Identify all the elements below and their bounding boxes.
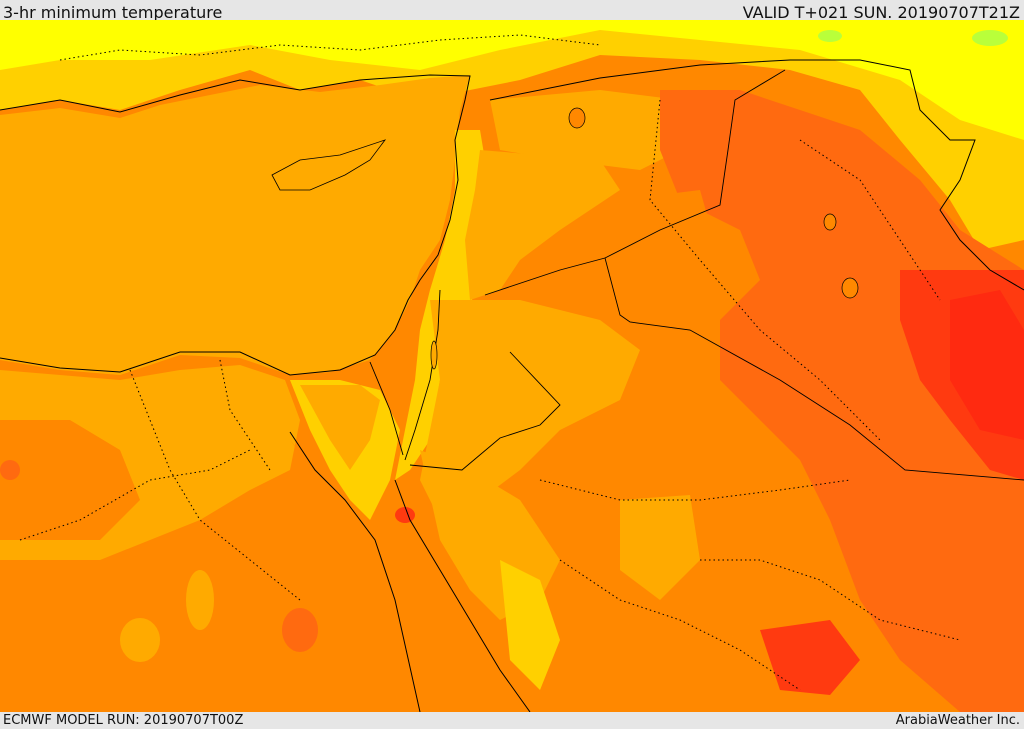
mid-spot [186,570,214,630]
gulf-hottest [950,290,1024,440]
hot-spot [0,460,20,480]
model-run-label: ECMWF MODEL RUN: 20190707T00Z [3,713,244,728]
iraq-hot-region [660,90,1024,712]
coastlines [0,59,1024,712]
hejaz-cool [500,560,560,690]
valid-time: VALID T+021 SUN. 20190707T21Z [742,3,1020,22]
mediterranean-sea [0,75,470,375]
jordan-region [420,300,640,520]
province-borders [19,34,961,691]
syria-north-region [490,90,700,170]
lake [568,107,586,129]
sinai-mid [300,385,380,470]
temperature-map [0,20,1024,712]
mid-spot [120,618,160,662]
saudi-hottest-pocket [760,620,860,695]
cooler-region-north [0,20,1024,140]
map-canvas [0,20,1024,712]
red-sea [290,440,530,712]
map-title: 3-hr minimum temperature [3,3,223,22]
country-borders [369,69,1024,481]
lake [841,277,859,299]
credit-label: ArabiaWeather Inc. [895,713,1020,728]
central-saudi-mid [620,495,700,600]
syria-west-region [465,150,620,300]
footer-bar: ECMWF MODEL RUN: 20190707T00Z ArabiaWeat… [0,712,1024,729]
coolest-spot [972,30,1008,46]
syria-desert-warm [610,190,720,340]
coolest-spot [818,30,842,42]
lake [823,213,837,231]
egypt-west-warm [0,420,140,540]
hot-spot [395,507,415,523]
header-bar: 3-hr minimum temperature VALID T+021 SUN… [0,0,1024,22]
cyprus-island [271,139,387,191]
dead-sea [430,340,438,370]
hot-spot [282,608,318,652]
